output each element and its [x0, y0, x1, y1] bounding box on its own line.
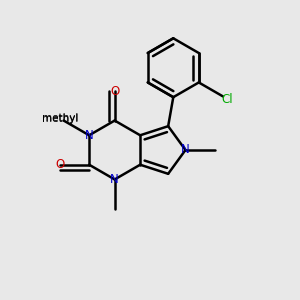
Text: O: O	[110, 85, 119, 98]
Text: N: N	[110, 173, 119, 186]
Text: Cl: Cl	[222, 93, 233, 106]
Text: O: O	[55, 158, 64, 171]
Text: N: N	[181, 143, 190, 157]
Text: methyl: methyl	[42, 114, 79, 124]
Text: methyl: methyl	[42, 113, 78, 123]
Text: N: N	[85, 129, 94, 142]
